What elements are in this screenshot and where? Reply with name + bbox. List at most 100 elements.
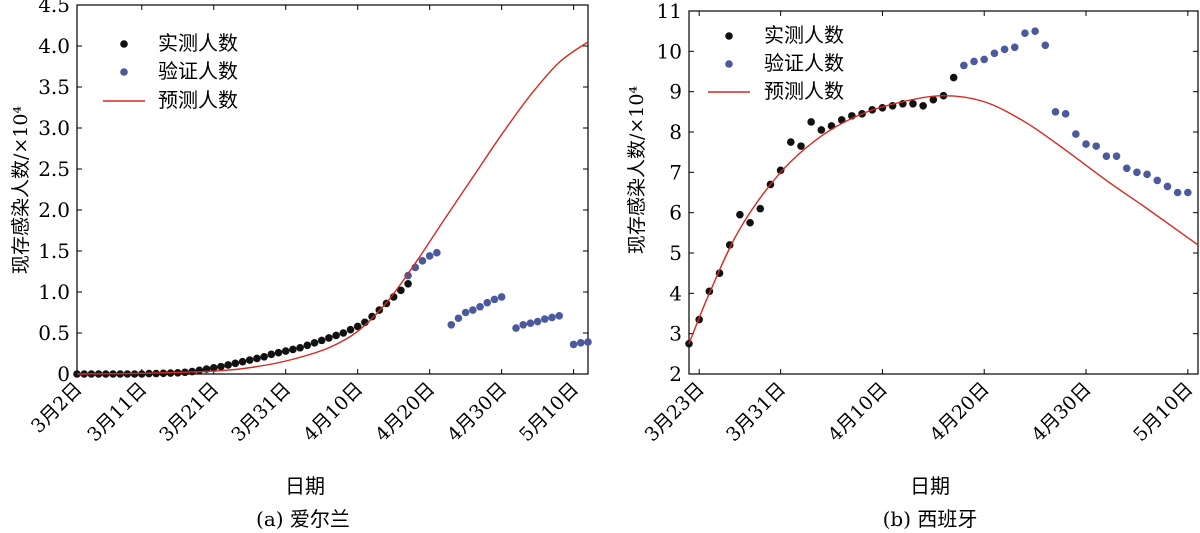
- data-point-validation: [433, 248, 441, 257]
- y-tick-label: 9: [669, 80, 682, 104]
- y-tick-label: 11: [657, 0, 682, 23]
- data-point-validation: [1092, 142, 1100, 150]
- data-point-measured: [267, 350, 276, 359]
- y-tick-label: 10: [657, 39, 682, 63]
- y-tick-label: 3.5: [38, 75, 70, 99]
- x-tick-label: 4月10日: [299, 378, 367, 446]
- y-tick-label: 1.0: [38, 280, 70, 304]
- data-point-measured: [260, 352, 268, 361]
- plot-frame-ireland: [76, 4, 589, 375]
- y-tick-label: 2: [669, 362, 682, 386]
- data-point-validation: [1122, 164, 1131, 173]
- data-point-validation: [1102, 152, 1111, 160]
- y-tick-label: 2.5: [38, 157, 70, 181]
- x-tick-label: 4月20日: [926, 378, 994, 446]
- legend-ireland: 实测人数 验证人数 预测人数: [103, 31, 238, 112]
- legend-marker-measured: [725, 32, 733, 40]
- y-tick-label: 4: [669, 281, 682, 305]
- data-point-measured: [929, 95, 938, 104]
- data-point-validation: [476, 302, 484, 311]
- x-tick-label: 3月11日: [83, 378, 151, 446]
- data-point-measured: [353, 322, 362, 331]
- data-point-validation: [483, 298, 492, 307]
- data-point-measured: [303, 341, 312, 350]
- data-point-measured: [325, 334, 333, 342]
- y-axis-label-ireland: 现存感染人数/×10⁴: [10, 106, 32, 274]
- y-tick-label: 7: [669, 160, 682, 184]
- caption-spain: (b) 西班牙: [883, 507, 978, 531]
- data-point-measured: [209, 364, 218, 372]
- caption-ireland: (a) 爱尔兰: [256, 507, 350, 531]
- y-tick-label: 5: [669, 241, 682, 265]
- x-axis-label-ireland: 日期: [285, 474, 325, 498]
- data-point-validation: [512, 324, 520, 332]
- x-tick-label: 3月31日: [227, 378, 295, 446]
- y-tick-label: 3.0: [38, 116, 70, 140]
- data-point-validation: [1153, 176, 1162, 185]
- x-tick-label: 4月30日: [443, 378, 511, 446]
- x-tick-label: 5月10日: [1129, 378, 1197, 446]
- data-point-validation: [1072, 130, 1080, 138]
- series-line-predicted: [76, 41, 589, 375]
- data-point-validation: [461, 308, 470, 317]
- x-tick-label: 3月31日: [722, 378, 790, 446]
- data-point-measured: [274, 348, 283, 357]
- data-point-measured: [289, 345, 297, 354]
- data-point-validation: [1163, 182, 1172, 191]
- legend-marker-validation: [725, 60, 733, 68]
- x-tick-label: 5月10日: [515, 378, 583, 446]
- data-point-validation: [1010, 43, 1019, 52]
- data-point-validation: [1173, 188, 1182, 197]
- data-point-measured: [949, 73, 958, 82]
- data-point-validation: [1061, 110, 1070, 118]
- legend-label-predicted: 预测人数: [158, 88, 238, 112]
- data-point-measured: [776, 166, 785, 175]
- plot-frame-spain: [688, 10, 1199, 375]
- y-tick-label: 1.5: [38, 239, 70, 263]
- data-point-measured: [317, 336, 326, 345]
- data-point-validation: [1031, 27, 1039, 35]
- data-point-validation: [980, 55, 989, 64]
- data-point-measured: [797, 142, 805, 150]
- data-point-measured: [746, 218, 754, 227]
- y-tick-label: 0.5: [38, 321, 70, 345]
- data-point-measured: [245, 356, 254, 364]
- data-point-measured: [231, 359, 240, 368]
- data-point-validation: [1143, 170, 1151, 179]
- legend-label-measured: 实测人数: [764, 23, 844, 47]
- data-point-measured: [909, 99, 917, 108]
- data-point-measured: [807, 118, 815, 126]
- data-point-measured: [346, 325, 355, 334]
- data-point-measured: [224, 361, 232, 369]
- y-axis-label-spain: 现存感染人数/×10⁴: [626, 86, 648, 254]
- series-line-predicted: [688, 94, 1199, 345]
- data-point-measured: [919, 101, 927, 110]
- y-tick-label: 8: [669, 120, 682, 144]
- x-tick-label: 4月30日: [1027, 378, 1095, 446]
- y-tick-label: 4.5: [38, 0, 70, 17]
- data-point-validation: [970, 57, 978, 66]
- data-point-validation: [497, 293, 506, 301]
- data-point-validation: [1184, 188, 1192, 197]
- y-tick-label: 6: [669, 201, 682, 225]
- y-tick-label: 0: [57, 362, 70, 386]
- data-point-measured: [397, 286, 405, 295]
- data-point-validation: [1112, 152, 1121, 160]
- data-point-measured: [756, 204, 765, 213]
- data-point-validation: [1051, 108, 1060, 116]
- legend-marker-validation: [120, 68, 128, 76]
- legend-label-validation: 验证人数: [158, 59, 238, 83]
- x-tick-label: 4月10日: [824, 378, 892, 446]
- y-tick-label: 3: [669, 322, 682, 346]
- data-point-validation: [569, 340, 578, 349]
- x-tick-label: 3月23日: [641, 378, 709, 446]
- data-point-measured: [817, 126, 826, 134]
- data-point-validation: [418, 257, 427, 265]
- data-point-validation: [584, 338, 592, 346]
- data-point-validation: [960, 61, 968, 70]
- x-tick-label: 3月21日: [155, 378, 223, 446]
- data-point-validation: [519, 321, 528, 329]
- data-point-validation: [1021, 29, 1029, 37]
- data-point-validation: [526, 319, 535, 327]
- data-point-measured: [404, 280, 412, 288]
